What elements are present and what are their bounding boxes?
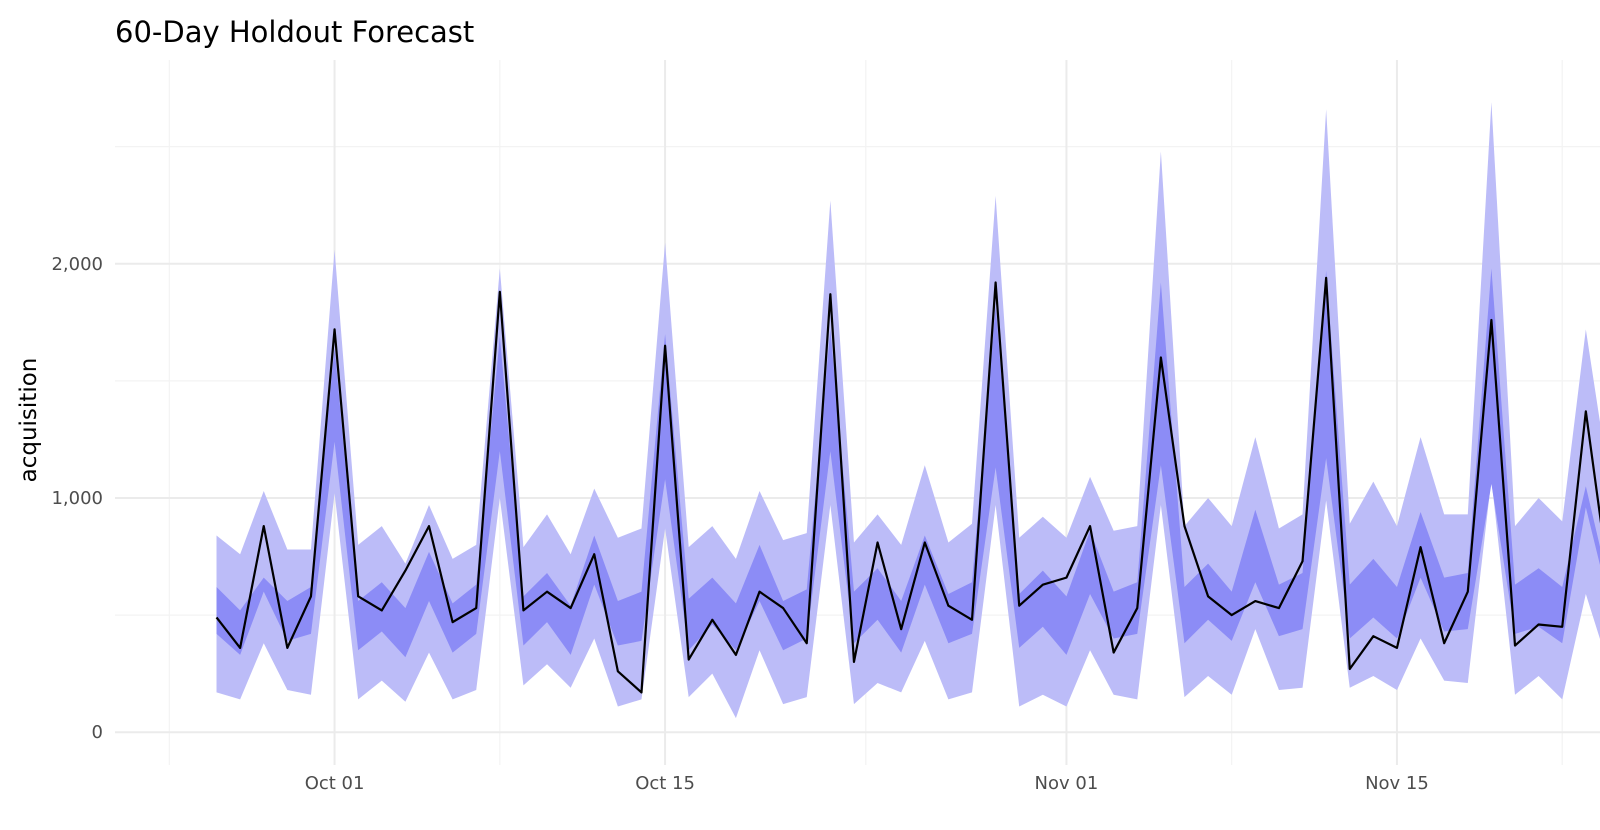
x-tick-label: Oct 15 [635, 773, 695, 794]
data-lines [215, 276, 1600, 694]
x-tick-label: Oct 01 [305, 773, 365, 794]
x-axis-ticks: Oct 01 Oct 15 Nov 01 Nov 15 [305, 773, 1429, 794]
y-axis-label: acquisition [16, 358, 42, 483]
inner-prediction-band [216, 268, 1600, 658]
x-tick-label: Nov 15 [1365, 773, 1429, 794]
y-tick-label: 2,000 [51, 254, 103, 275]
x-tick-label: Nov 01 [1035, 773, 1099, 794]
y-axis-ticks: 0 1,000 2,000 [51, 254, 103, 743]
y-tick-label: 1,000 [51, 488, 103, 509]
y-tick-label: 0 [92, 722, 103, 743]
forecast-bands [216, 102, 1600, 719]
actual-series-line [215, 276, 1600, 694]
chart-title: 60-Day Holdout Forecast [115, 15, 474, 49]
